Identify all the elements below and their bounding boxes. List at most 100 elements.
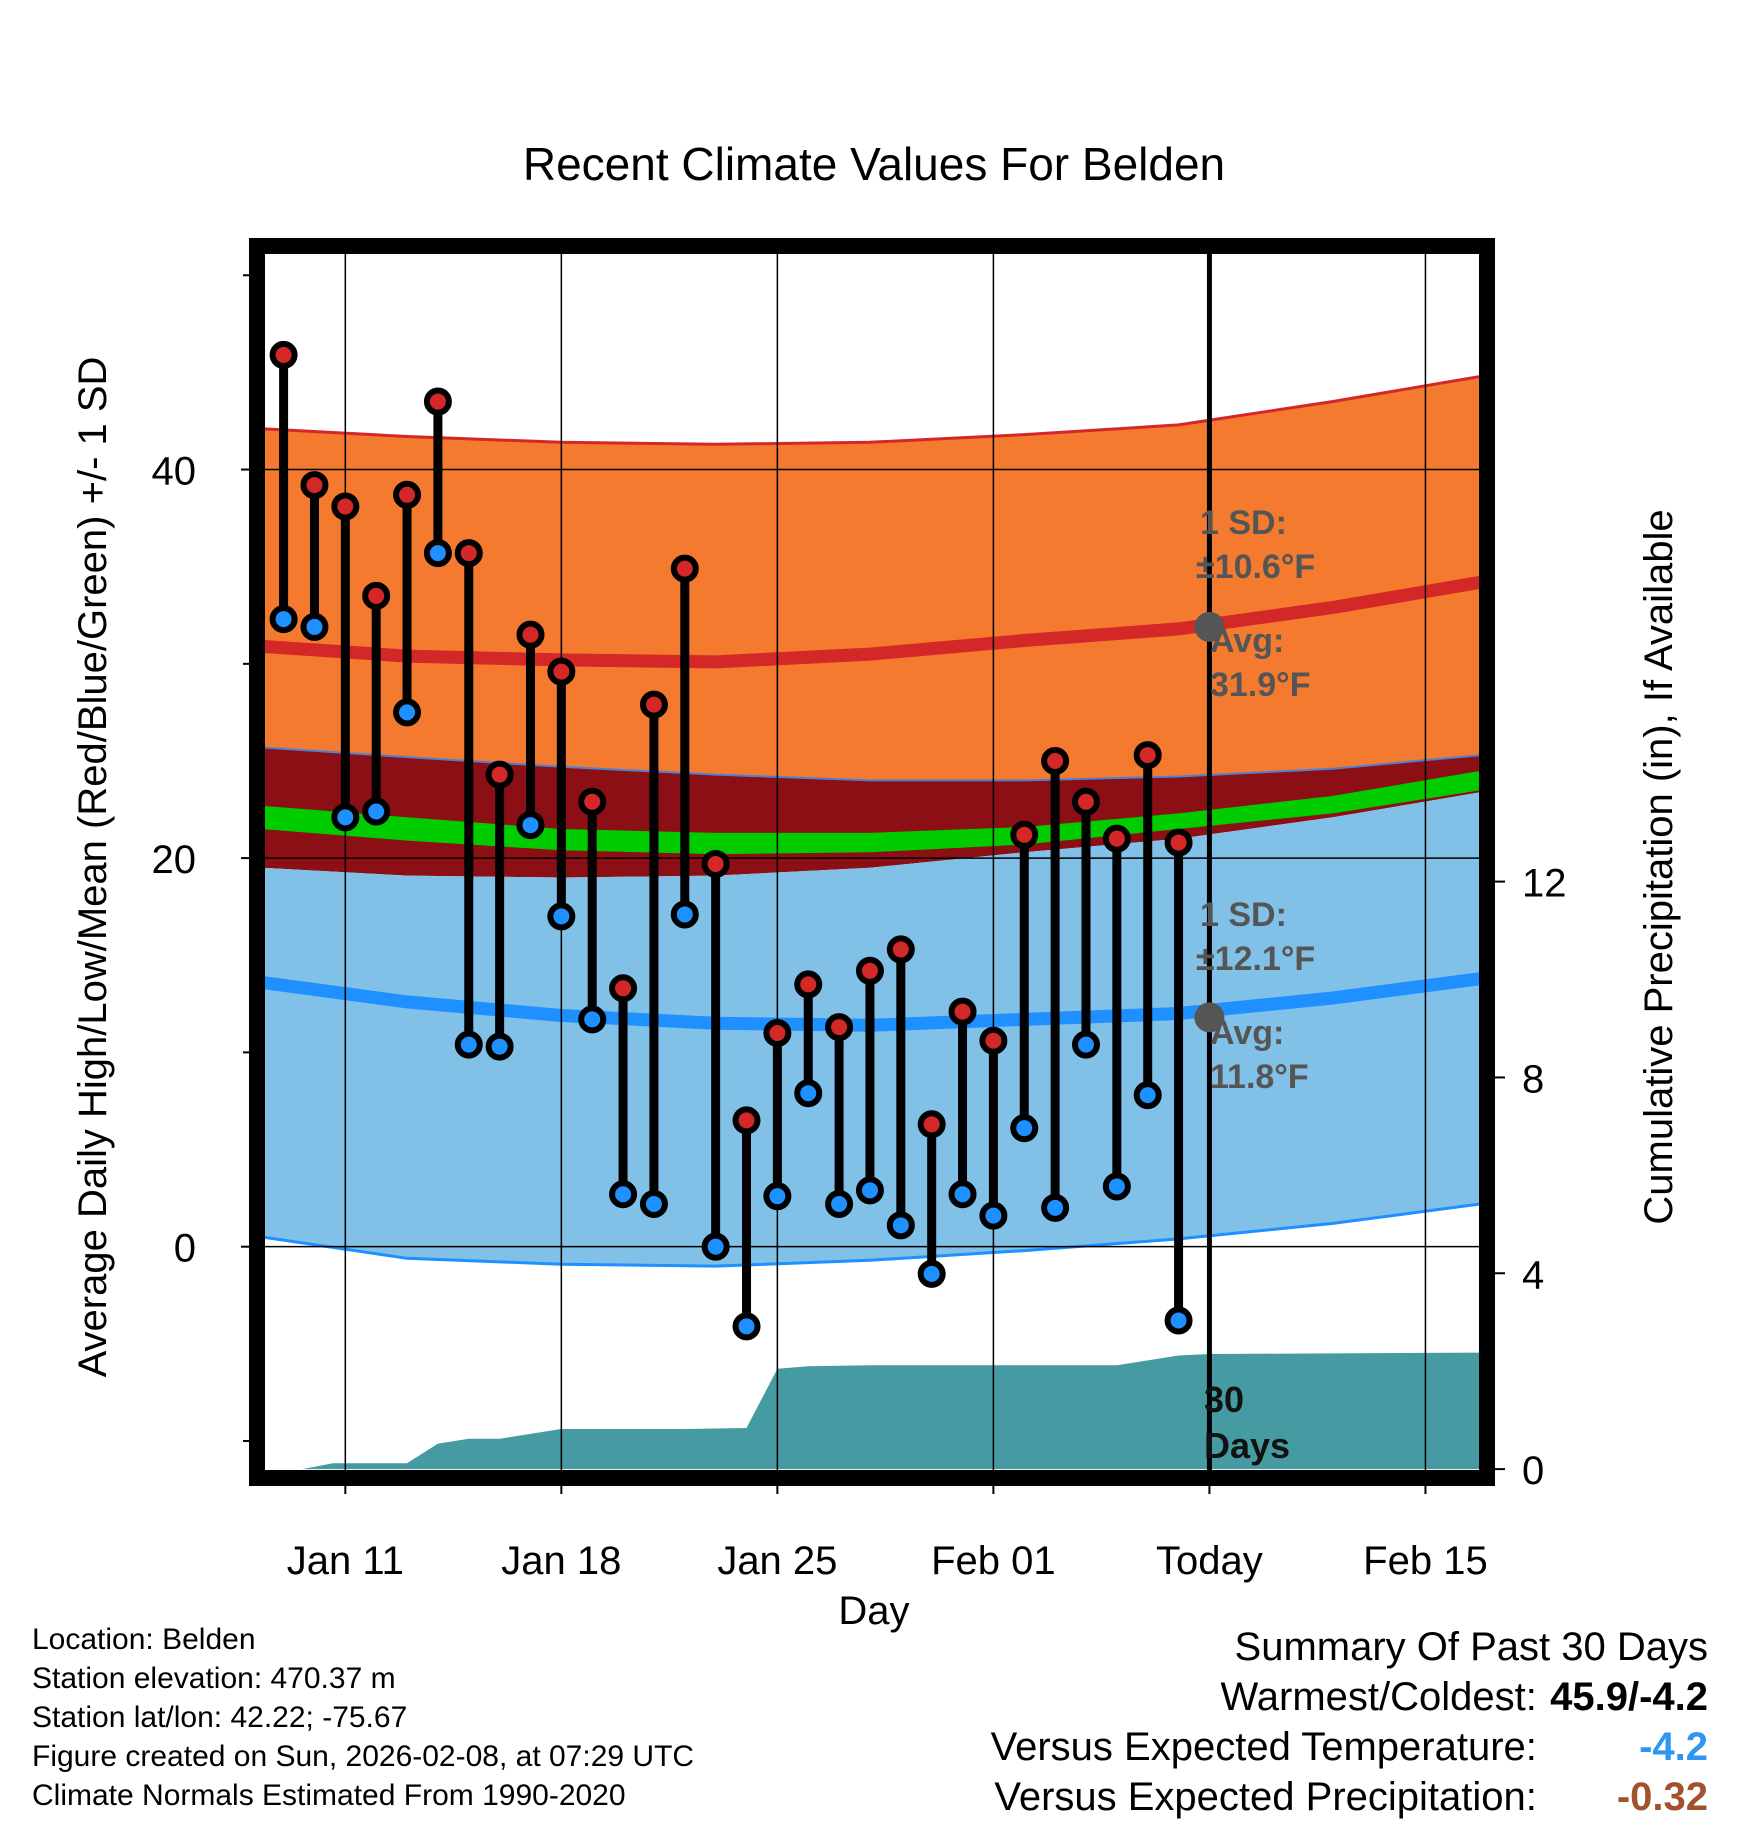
daily-high-point <box>701 849 730 878</box>
daily-high-point <box>763 1018 792 1047</box>
daily-high-point <box>979 1026 1008 1055</box>
daily-low-point <box>1164 1306 1193 1335</box>
daily-low-point <box>1041 1193 1070 1222</box>
summary-precip-label: Versus Expected Precipitation: <box>994 1775 1537 1819</box>
low-avg-label: Avg: <box>1210 1014 1284 1052</box>
high-sd-value: ±10.6°F <box>1196 548 1315 586</box>
summary-title: Summary Of Past 30 Days <box>1234 1625 1708 1669</box>
x-tick-label: Today <box>1156 1539 1263 1583</box>
daily-low-point <box>423 539 452 568</box>
high-avg-dot <box>1194 611 1225 642</box>
summary-temp-label: Versus Expected Temperature: <box>990 1725 1537 1769</box>
daily-low-point <box>794 1079 823 1108</box>
y2-tick-label: 4 <box>1522 1253 1544 1297</box>
daily-low-point <box>547 902 576 931</box>
daily-high-point <box>1164 828 1193 857</box>
y-tick-label: 20 <box>152 838 197 882</box>
low-lower-line <box>262 1202 1481 1268</box>
low-sd-label: 1 SD: <box>1200 896 1287 934</box>
daily-high-point <box>1133 741 1162 770</box>
y-axis-label: Average Daily High/Low/Mean (Red/Blue/Gr… <box>71 357 115 1378</box>
daily-low-point <box>979 1201 1008 1230</box>
daily-high-point <box>547 657 576 686</box>
daily-low-point <box>1071 1030 1100 1059</box>
days-number: 30 <box>1204 1379 1244 1420</box>
info-created: Figure created on Sun, 2026-02-08, at 07… <box>32 1740 695 1773</box>
daily-low-point <box>1010 1114 1039 1143</box>
summary-panel: Summary Of Past 30 Days Warmest/Coldest:… <box>991 1622 1708 1822</box>
x-tick-label: Jan 11 <box>287 1539 404 1583</box>
daily-high-point <box>1041 746 1070 775</box>
high-avg-label: Avg: <box>1210 622 1284 660</box>
y-tick-label: 40 <box>152 450 197 494</box>
daily-low-point <box>609 1180 638 1209</box>
daily-low-point <box>701 1232 730 1261</box>
daily-low-point <box>1133 1081 1162 1110</box>
daily-high-point <box>300 471 329 500</box>
info-elevation: Station elevation: 470.37 m <box>32 1662 396 1695</box>
low-sd-value: ±12.1°F <box>1196 940 1315 978</box>
daily-low-point <box>362 797 391 826</box>
plot-frame <box>249 238 1495 1486</box>
summary-warmest-row: Warmest/Coldest: 45.9/-4.2 <box>991 1672 1709 1722</box>
daily-low-point <box>331 803 360 832</box>
daily-high-point <box>454 539 483 568</box>
x-tick-label: Feb 01 <box>931 1539 1056 1583</box>
daily-high-point <box>886 935 915 964</box>
daily-low-point <box>578 1005 607 1034</box>
daily-low-point <box>485 1032 514 1061</box>
info-latlon: Station lat/lon: 42.22; -75.67 <box>32 1701 408 1734</box>
daily-low-point <box>763 1182 792 1211</box>
x-tick-label: Jan 25 <box>717 1539 837 1583</box>
low-avg-value: 11.8°F <box>1210 1058 1309 1096</box>
daily-low-point <box>732 1312 761 1341</box>
daily-high-point <box>855 956 884 985</box>
high-lower-line <box>262 746 1481 782</box>
daily-high-point <box>362 581 391 610</box>
x-tick-label: Jan 18 <box>501 1539 621 1583</box>
y-tick-label: 0 <box>174 1227 196 1271</box>
summary-temp-value: -4.2 <box>1639 1725 1708 1769</box>
x-tick-label: Feb 15 <box>1363 1539 1488 1583</box>
daily-low-point <box>269 605 298 634</box>
daily-low-point <box>825 1189 854 1218</box>
daily-low-point <box>393 698 422 727</box>
daily-low-point <box>948 1180 977 1209</box>
y2-tick-label: 0 <box>1522 1449 1544 1493</box>
daily-high-point <box>578 787 607 816</box>
daily-high-point <box>331 492 360 521</box>
daily-high-point <box>794 970 823 999</box>
y2-axis-label: Cumulative Precipitation (in), If Availa… <box>1637 509 1681 1224</box>
daily-high-point <box>609 974 638 1003</box>
daily-low-point <box>670 900 699 929</box>
daily-high-point <box>485 760 514 789</box>
daily-high-point <box>825 1013 854 1042</box>
summary-temp-row: Versus Expected Temperature: -4.2 <box>991 1722 1708 1772</box>
summary-warmest-value: 45.9/-4.2 <box>1550 1675 1708 1719</box>
daily-high-point <box>1010 820 1039 849</box>
daily-low-point <box>639 1189 668 1218</box>
daily-high-point <box>1071 787 1100 816</box>
daily-high-point <box>639 690 668 719</box>
high-mean-line <box>262 575 1481 669</box>
daily-low-point <box>1102 1172 1131 1201</box>
y2-tick-label: 12 <box>1522 862 1567 906</box>
summary-precip-value: -0.32 <box>1616 1775 1708 1819</box>
summary-warmest-label: Warmest/Coldest: <box>1220 1675 1537 1719</box>
daily-high-point <box>732 1106 761 1135</box>
daily-low-point <box>917 1259 946 1288</box>
high-sd-label: 1 SD: <box>1200 504 1287 542</box>
daily-low-point <box>855 1176 884 1205</box>
summary-precip-row: Versus Expected Precipitation: -0.32 <box>991 1772 1708 1822</box>
daily-high-point <box>516 620 545 649</box>
info-location: Location: Belden <box>32 1623 256 1656</box>
y2-tick-label: 8 <box>1522 1057 1544 1101</box>
high-avg-value: 31.9°F <box>1210 666 1311 704</box>
daily-low-point <box>886 1211 915 1240</box>
daily-high-point <box>917 1110 946 1139</box>
daily-high-point <box>423 387 452 416</box>
daily-high-point <box>1102 824 1131 853</box>
days-word: Days <box>1204 1425 1290 1466</box>
daily-high-point <box>948 997 977 1026</box>
low-avg-dot <box>1194 1002 1225 1033</box>
